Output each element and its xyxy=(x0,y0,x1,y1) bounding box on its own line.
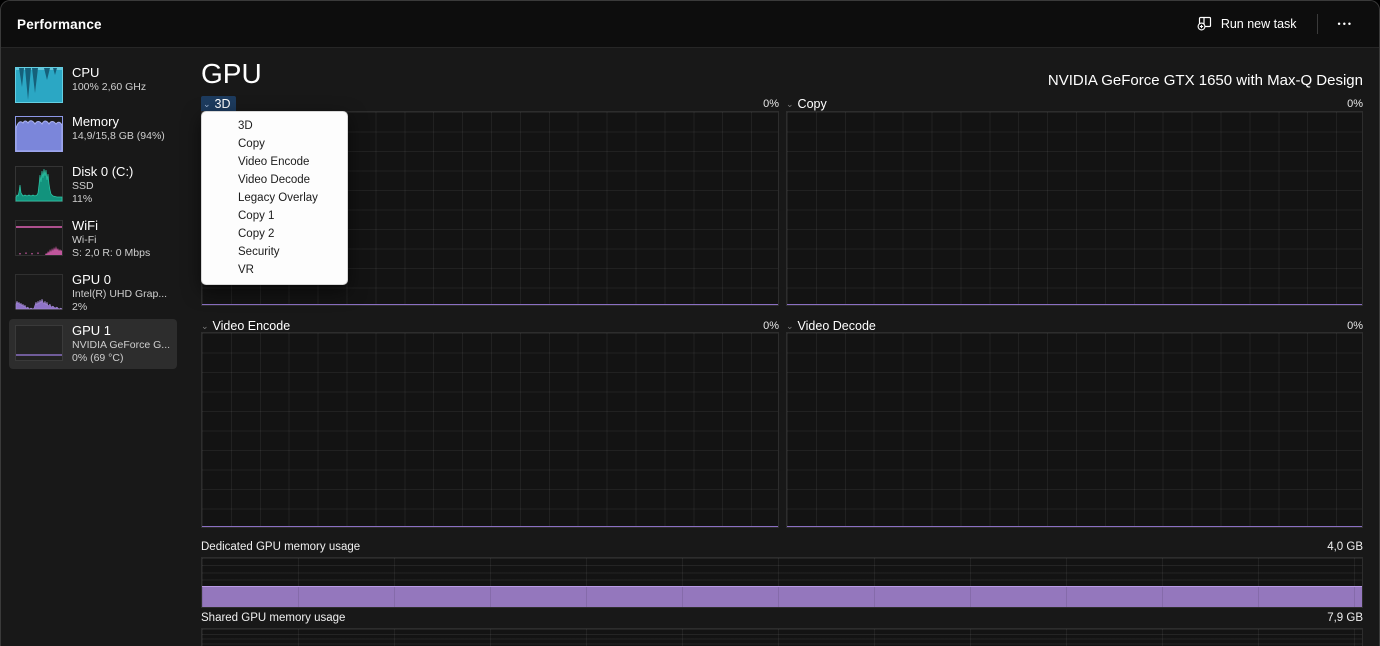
menu-item-legacy-overlay[interactable]: Legacy Overlay xyxy=(238,192,318,204)
sidebar-wifi-title: WiFi xyxy=(72,218,98,233)
memory-mini-chart xyxy=(15,116,63,152)
chevron-down-icon: ⌄ xyxy=(786,99,794,109)
dedicated-memory-label: Dedicated GPU memory usage xyxy=(201,541,361,553)
sidebar-wifi-name: Wi-Fi xyxy=(72,234,97,246)
dedicated-memory-capacity: 4,0 GB xyxy=(1327,541,1363,553)
chart-label: Video Decode xyxy=(797,319,876,333)
sidebar-item-wifi[interactable]: WiFi Wi-Fi S: 2,0 R: 0 Mbps xyxy=(9,214,177,264)
sidebar-wifi-stats: S: 2,0 R: 0 Mbps xyxy=(72,247,151,259)
sidebar-gpu0-title: GPU 0 xyxy=(72,272,112,287)
chart-copy xyxy=(786,111,1363,306)
chart-header-video-decode[interactable]: ⌄ Video Decode 0% xyxy=(786,318,1363,334)
menu-item-video-decode[interactable]: Video Decode xyxy=(238,174,311,186)
chart-value: 0% xyxy=(763,320,779,332)
run-new-task-label: Run new task xyxy=(1220,17,1297,31)
chart-value: 0% xyxy=(1347,320,1363,332)
dedicated-memory-header: Dedicated GPU memory usage 4,0 GB xyxy=(201,541,1363,553)
sidebar-disk-type: SSD xyxy=(72,180,94,192)
sidebar-disk-stats: 11% xyxy=(72,193,93,205)
chart-video-decode xyxy=(786,332,1363,528)
cpu-mini-chart xyxy=(15,67,63,103)
gpu-detail-panel: GPU NVIDIA GeForce GTX 1650 with Max-Q D… xyxy=(201,48,1364,646)
sidebar-item-gpu0[interactable]: GPU 0 Intel(R) UHD Grap... 2% xyxy=(9,268,177,318)
sidebar-item-memory[interactable]: Memory 14,9/15,8 GB (94%) xyxy=(9,110,177,156)
performance-sidebar: CPU 100% 2,60 GHz Memory 14,9/15,8 GB (9… xyxy=(1,48,193,646)
usage-line-video-decode xyxy=(787,526,1362,527)
run-new-task-icon xyxy=(1197,15,1213,34)
sidebar-gpu1-name: NVIDIA GeForce G... xyxy=(72,339,171,351)
menu-item-copy[interactable]: Copy xyxy=(238,138,265,150)
page-title: GPU xyxy=(201,58,262,89)
chart-header-copy[interactable]: ⌄ Copy 0% xyxy=(786,96,1363,112)
menu-item-copy-2[interactable]: Copy 2 xyxy=(238,228,275,240)
dedicated-memory-fill xyxy=(202,586,1362,607)
sidebar-item-gpu1[interactable]: GPU 1 NVIDIA GeForce G... 0% (69 °C) xyxy=(9,319,177,369)
sidebar-gpu0-stats: 2% xyxy=(72,301,88,313)
more-options-button[interactable]: ••• xyxy=(1337,19,1353,29)
sidebar-memory-title: Memory xyxy=(72,114,119,129)
wifi-mini-chart xyxy=(15,220,63,256)
chart-value: 0% xyxy=(1347,98,1363,110)
page-header-title: Performance xyxy=(17,16,102,32)
toolbar-separator xyxy=(1316,14,1318,34)
chart-header-3d[interactable]: ⌄ 3D 0% xyxy=(201,95,779,113)
disk-mini-chart xyxy=(15,166,63,202)
chart-label: Video Encode xyxy=(212,319,291,333)
sidebar-memory-stats: 14,9/15,8 GB (94%) xyxy=(72,130,165,142)
chart-header-video-encode[interactable]: ⌄ Video Encode 0% xyxy=(201,318,779,334)
dedicated-memory-chart xyxy=(201,557,1363,608)
chart-label: Copy xyxy=(797,97,827,111)
chevron-down-icon: ⌄ xyxy=(203,98,211,109)
shared-memory-label: Shared GPU memory usage xyxy=(201,612,346,624)
sidebar-gpu0-name: Intel(R) UHD Grap... xyxy=(72,288,168,300)
gpu1-mini-chart xyxy=(15,325,63,361)
chevron-down-icon: ⌄ xyxy=(201,321,209,331)
sidebar-disk-title: Disk 0 (C:) xyxy=(72,164,134,179)
menu-item-security[interactable]: Security xyxy=(238,246,280,258)
engine-selector-3d[interactable]: ⌄ 3D xyxy=(201,95,236,113)
shared-memory-chart xyxy=(201,628,1363,646)
chevron-down-icon: ⌄ xyxy=(786,321,794,331)
shared-memory-header: Shared GPU memory usage 7,9 GB xyxy=(201,612,1363,624)
sidebar-cpu-stats: 100% 2,60 GHz xyxy=(72,81,147,93)
run-new-task-button[interactable]: Run new task xyxy=(1187,9,1307,40)
chart-value: 0% xyxy=(763,98,779,110)
sidebar-cpu-title: CPU xyxy=(72,65,100,80)
shared-memory-capacity: 7,9 GB xyxy=(1327,612,1363,624)
sidebar-item-cpu[interactable]: CPU 100% 2,60 GHz xyxy=(9,61,177,107)
sidebar-gpu1-title: GPU 1 xyxy=(72,323,112,338)
chart-video-encode xyxy=(201,332,779,528)
engine-selector-menu: 3D Copy Video Encode Video Decode Legacy… xyxy=(201,111,348,285)
usage-line-video-encode xyxy=(202,526,778,527)
menu-item-video-encode[interactable]: Video Encode xyxy=(238,156,310,168)
menu-item-3d[interactable]: 3D xyxy=(238,120,253,132)
chart-label: 3D xyxy=(214,96,231,111)
sidebar-item-disk0[interactable]: Disk 0 (C:) SSD 11% xyxy=(9,160,177,210)
gpu0-mini-chart xyxy=(15,274,63,310)
menu-item-copy-1[interactable]: Copy 1 xyxy=(238,210,275,222)
menu-item-vr[interactable]: VR xyxy=(238,264,254,276)
usage-line-copy xyxy=(787,304,1362,305)
usage-line-3d xyxy=(202,304,778,305)
sidebar-gpu1-stats: 0% (69 °C) xyxy=(72,352,124,364)
top-bar: Performance Run new task ••• xyxy=(1,1,1379,48)
gpu-device-name: NVIDIA GeForce GTX 1650 with Max-Q Desig… xyxy=(1047,72,1363,89)
